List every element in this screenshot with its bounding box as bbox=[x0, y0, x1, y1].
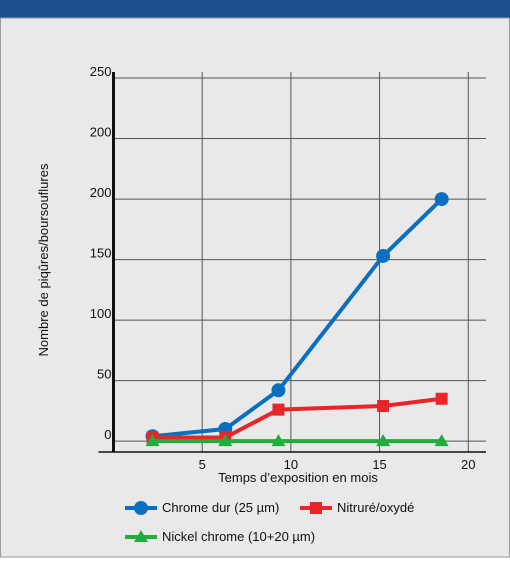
legend-marker bbox=[310, 502, 322, 514]
x-axis-title: Temps d’exposition en mois bbox=[218, 470, 378, 485]
y-tick-label: 200 bbox=[90, 185, 112, 200]
y-tick-label: 0 bbox=[104, 427, 111, 442]
y-axis-title: Nombre de piqûres/boursouflures bbox=[36, 163, 51, 356]
legend-marker bbox=[134, 530, 148, 542]
legend-label: Chrome dur (25 µm) bbox=[162, 500, 279, 515]
legend-marker bbox=[134, 501, 148, 515]
x-tick-label: 5 bbox=[199, 457, 206, 472]
data-point bbox=[434, 192, 449, 207]
legend-label: Nitruré/oxydé bbox=[337, 500, 414, 515]
data-point bbox=[377, 400, 390, 413]
y-tick-label: 100 bbox=[90, 306, 112, 321]
y-tick-label: 200 bbox=[90, 125, 112, 140]
data-point bbox=[271, 383, 286, 398]
data-point bbox=[376, 434, 391, 447]
data-point bbox=[434, 434, 449, 447]
data-point bbox=[435, 392, 448, 405]
data-point bbox=[218, 434, 233, 447]
y-tick-label: 50 bbox=[97, 367, 111, 382]
x-tick-label: 10 bbox=[284, 457, 298, 472]
data-point bbox=[376, 248, 391, 263]
x-tick-label: 20 bbox=[461, 457, 475, 472]
legend-label: Nickel chrome (10+20 µm) bbox=[162, 529, 315, 544]
x-tick-label: 15 bbox=[372, 457, 386, 472]
data-point bbox=[272, 403, 285, 416]
data-point bbox=[271, 434, 286, 447]
y-tick-label: 150 bbox=[90, 246, 112, 261]
y-tick-label: 250 bbox=[90, 64, 112, 79]
data-point bbox=[145, 434, 160, 447]
header-bar bbox=[0, 0, 510, 18]
panel bbox=[0, 17, 510, 558]
